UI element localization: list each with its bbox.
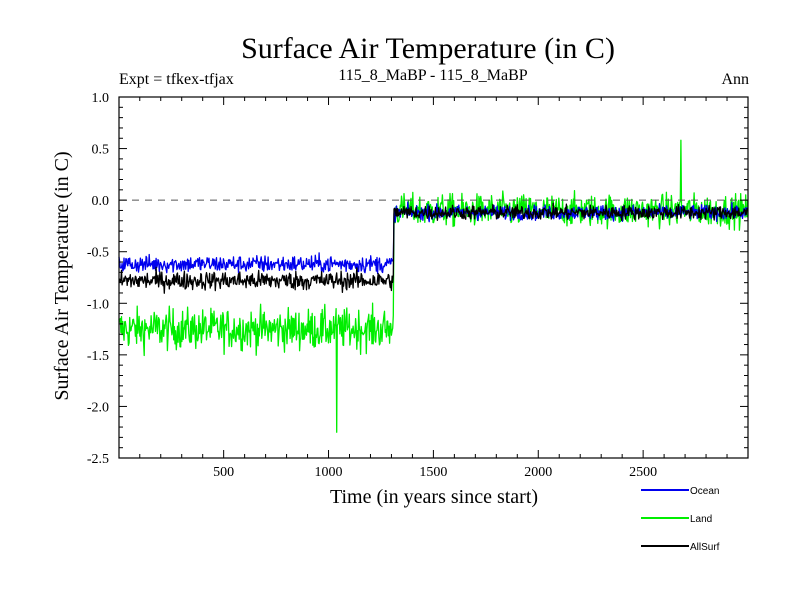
experiment-label: Expt = tfkex-tfjax [119, 71, 234, 88]
x-tick-label: 500 [213, 465, 234, 480]
series-line-ocean [118, 201, 749, 275]
x-tick-label: 2500 [629, 465, 657, 480]
chart-title: Surface Air Temperature (in C) [241, 32, 615, 65]
x-tick-label: 2000 [524, 465, 552, 480]
axis-ticks: 500 1000 1500 2000 2500 -2.5 -2.0 -1.5 -1.0 -0.5 0… [87, 91, 748, 480]
season-label: Ann [721, 71, 749, 88]
series-layer [118, 139, 749, 433]
y-tick-label: -0.5 [87, 246, 109, 261]
legend-label-land: Land [690, 514, 712, 525]
y-tick-label: 0.0 [92, 194, 110, 209]
y-tick-label: -1.0 [87, 297, 109, 312]
y-axis-label: Surface Air Temperature (in C) [51, 151, 73, 400]
y-tick-label: 0.5 [92, 143, 110, 158]
series-line-land [118, 139, 749, 433]
x-tick-label: 1000 [315, 465, 343, 480]
y-tick-label: -2.5 [87, 452, 109, 467]
series-line-allsurf [118, 202, 749, 294]
y-tick-label: -2.0 [87, 400, 109, 415]
x-axis-label: Time (in years since start) [330, 486, 538, 508]
plot-area: 500 1000 1500 2000 2500 -2.5 -2.0 -1.5 -1.0 -0.5 0… [87, 91, 749, 480]
y-tick-label: -1.5 [87, 349, 109, 364]
comparison-label: 115_8_MaBP - 115_8_MaBP [338, 67, 527, 84]
chart-legend: Ocean Land AllSurf [641, 486, 720, 553]
x-tick-label: 1500 [419, 465, 447, 480]
y-tick-label: 1.0 [92, 91, 110, 106]
legend-label-ocean: Ocean [690, 486, 719, 497]
legend-label-allsurf: AllSurf [690, 542, 720, 553]
